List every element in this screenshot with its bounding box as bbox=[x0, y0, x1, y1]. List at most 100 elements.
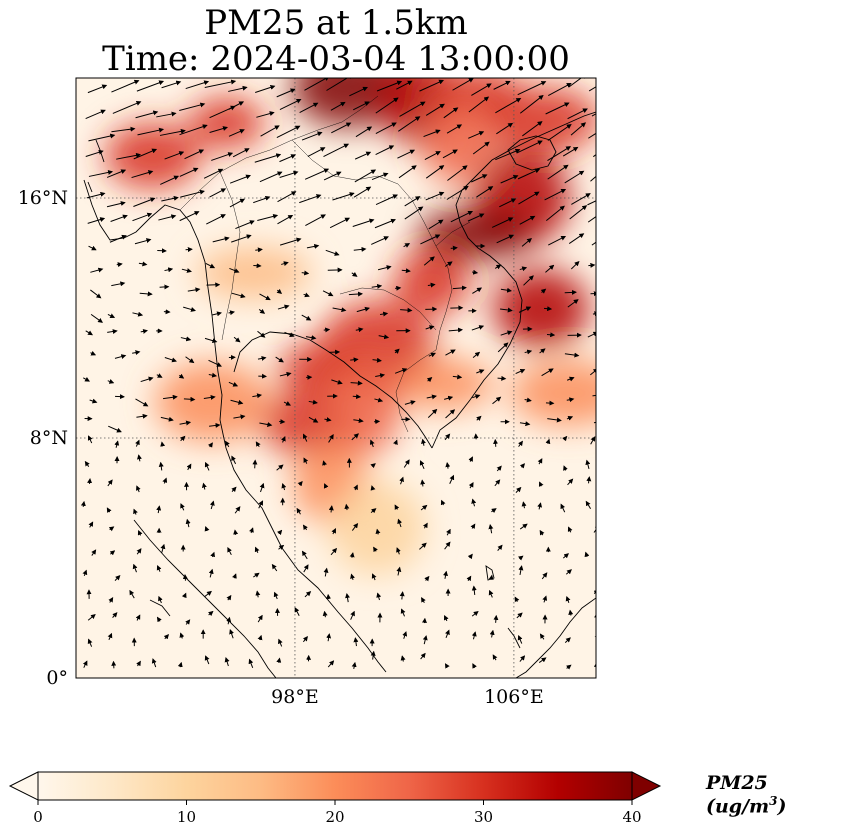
wind-arrow bbox=[354, 151, 372, 160]
wind-arrow bbox=[227, 547, 232, 556]
wind-arrow bbox=[446, 185, 469, 200]
wind-arrow bbox=[132, 350, 141, 356]
wind-arrow bbox=[135, 398, 149, 407]
wind-arrow bbox=[471, 585, 477, 596]
wind-arrow bbox=[450, 210, 474, 223]
wind-arrow bbox=[181, 268, 192, 273]
colorbar: 0 10 20 30 40 bbox=[8, 771, 662, 826]
wind-arrow bbox=[137, 529, 143, 536]
wind-arrow bbox=[562, 553, 569, 559]
wind-arrow bbox=[210, 551, 215, 558]
wind-arrow bbox=[400, 655, 406, 662]
wind-arrow bbox=[488, 574, 494, 580]
wind-arrow bbox=[156, 373, 163, 378]
wind-arrow bbox=[562, 435, 568, 442]
wind-arrow bbox=[445, 409, 456, 419]
wind-arrow bbox=[420, 479, 426, 487]
wind-arrow bbox=[545, 438, 551, 445]
wind-arrow bbox=[252, 393, 263, 399]
wind-arrow bbox=[395, 285, 402, 291]
wind-arrow bbox=[445, 462, 451, 469]
wind-arrow bbox=[133, 508, 138, 515]
pm25-plume bbox=[417, 208, 534, 260]
wind-arrow bbox=[116, 152, 142, 160]
wind-arrow bbox=[279, 237, 302, 246]
wind-arrow bbox=[585, 500, 592, 510]
wind-arrow bbox=[229, 267, 240, 273]
wind-arrow bbox=[425, 191, 445, 201]
wind-arrow bbox=[488, 524, 494, 534]
wind-arrow bbox=[228, 381, 239, 387]
wind-arrow bbox=[206, 214, 226, 225]
wind-arrow bbox=[425, 103, 445, 116]
wind-arrow bbox=[233, 529, 239, 536]
wind-arrow bbox=[158, 461, 164, 471]
wind-arrow bbox=[565, 595, 571, 603]
wind-arrow bbox=[306, 243, 320, 249]
lon-tick-label: 106°E bbox=[484, 686, 544, 708]
wind-arrow bbox=[545, 400, 555, 406]
wind-arrow bbox=[85, 330, 94, 336]
wind-arrow bbox=[164, 267, 174, 273]
wind-arrow bbox=[235, 220, 255, 230]
wind-arrow bbox=[137, 127, 165, 136]
wind-arrow bbox=[106, 169, 127, 178]
wind-arrow bbox=[186, 463, 192, 471]
wind-arrow bbox=[587, 200, 596, 206]
wind-arrow bbox=[114, 440, 120, 448]
wind-arrow bbox=[135, 439, 140, 447]
wind-arrow bbox=[249, 527, 254, 534]
wind-arrow bbox=[301, 550, 308, 560]
wind-arrow bbox=[445, 349, 456, 356]
wind-arrow bbox=[444, 433, 451, 441]
colorbar-tick-label: 20 bbox=[325, 808, 344, 826]
wind-arrow bbox=[132, 212, 153, 222]
wind-arrow bbox=[114, 574, 121, 581]
wind-arrow bbox=[543, 306, 553, 312]
wind-arrow bbox=[515, 486, 522, 493]
wind-arrow bbox=[522, 121, 543, 137]
wind-arrow bbox=[88, 521, 94, 528]
wind-arrow bbox=[185, 247, 193, 253]
wind-arrow bbox=[523, 275, 534, 286]
wind-arrow bbox=[208, 359, 222, 367]
wind-arrow bbox=[107, 379, 115, 384]
wind-arrow bbox=[201, 482, 207, 490]
wind-arrow bbox=[277, 214, 294, 225]
wind-arrow bbox=[425, 165, 445, 179]
wind-arrow bbox=[514, 596, 520, 603]
wind-arrow bbox=[496, 465, 502, 472]
wind-arrow bbox=[211, 152, 234, 161]
wind-arrow bbox=[404, 196, 421, 207]
wind-arrow bbox=[109, 234, 127, 243]
wind-arrow bbox=[376, 592, 382, 601]
wind-arrow bbox=[129, 589, 135, 599]
wind-arrow bbox=[420, 504, 428, 511]
wind-arrow bbox=[303, 457, 309, 464]
wind-arrow bbox=[279, 98, 302, 110]
wind-arrow bbox=[564, 637, 571, 643]
wind-arrow bbox=[331, 122, 352, 134]
wind-arrow bbox=[136, 80, 165, 92]
wind-arrow bbox=[353, 484, 358, 491]
wind-arrow bbox=[350, 357, 359, 363]
wind-arrow bbox=[256, 111, 275, 118]
wind-arrow bbox=[253, 572, 260, 578]
wind-arrow bbox=[494, 264, 502, 270]
wind-arrow bbox=[401, 268, 411, 274]
wind-arrow bbox=[447, 165, 468, 181]
wind-arrow bbox=[524, 397, 532, 403]
wind-arrow bbox=[204, 655, 210, 665]
pm25-plume bbox=[325, 361, 402, 455]
wind-arrow bbox=[253, 263, 262, 269]
wind-arrow bbox=[204, 461, 210, 471]
wind-arrow bbox=[87, 638, 93, 647]
wind-arrow bbox=[353, 418, 364, 424]
wind-arrow bbox=[308, 416, 319, 423]
wind-arrow bbox=[226, 594, 232, 601]
wind-arrow bbox=[184, 149, 205, 160]
wind-arrow bbox=[519, 266, 528, 272]
wind-arrow bbox=[422, 635, 428, 645]
wind-arrow bbox=[351, 433, 359, 441]
lat-tick-label: 0° bbox=[46, 667, 68, 689]
